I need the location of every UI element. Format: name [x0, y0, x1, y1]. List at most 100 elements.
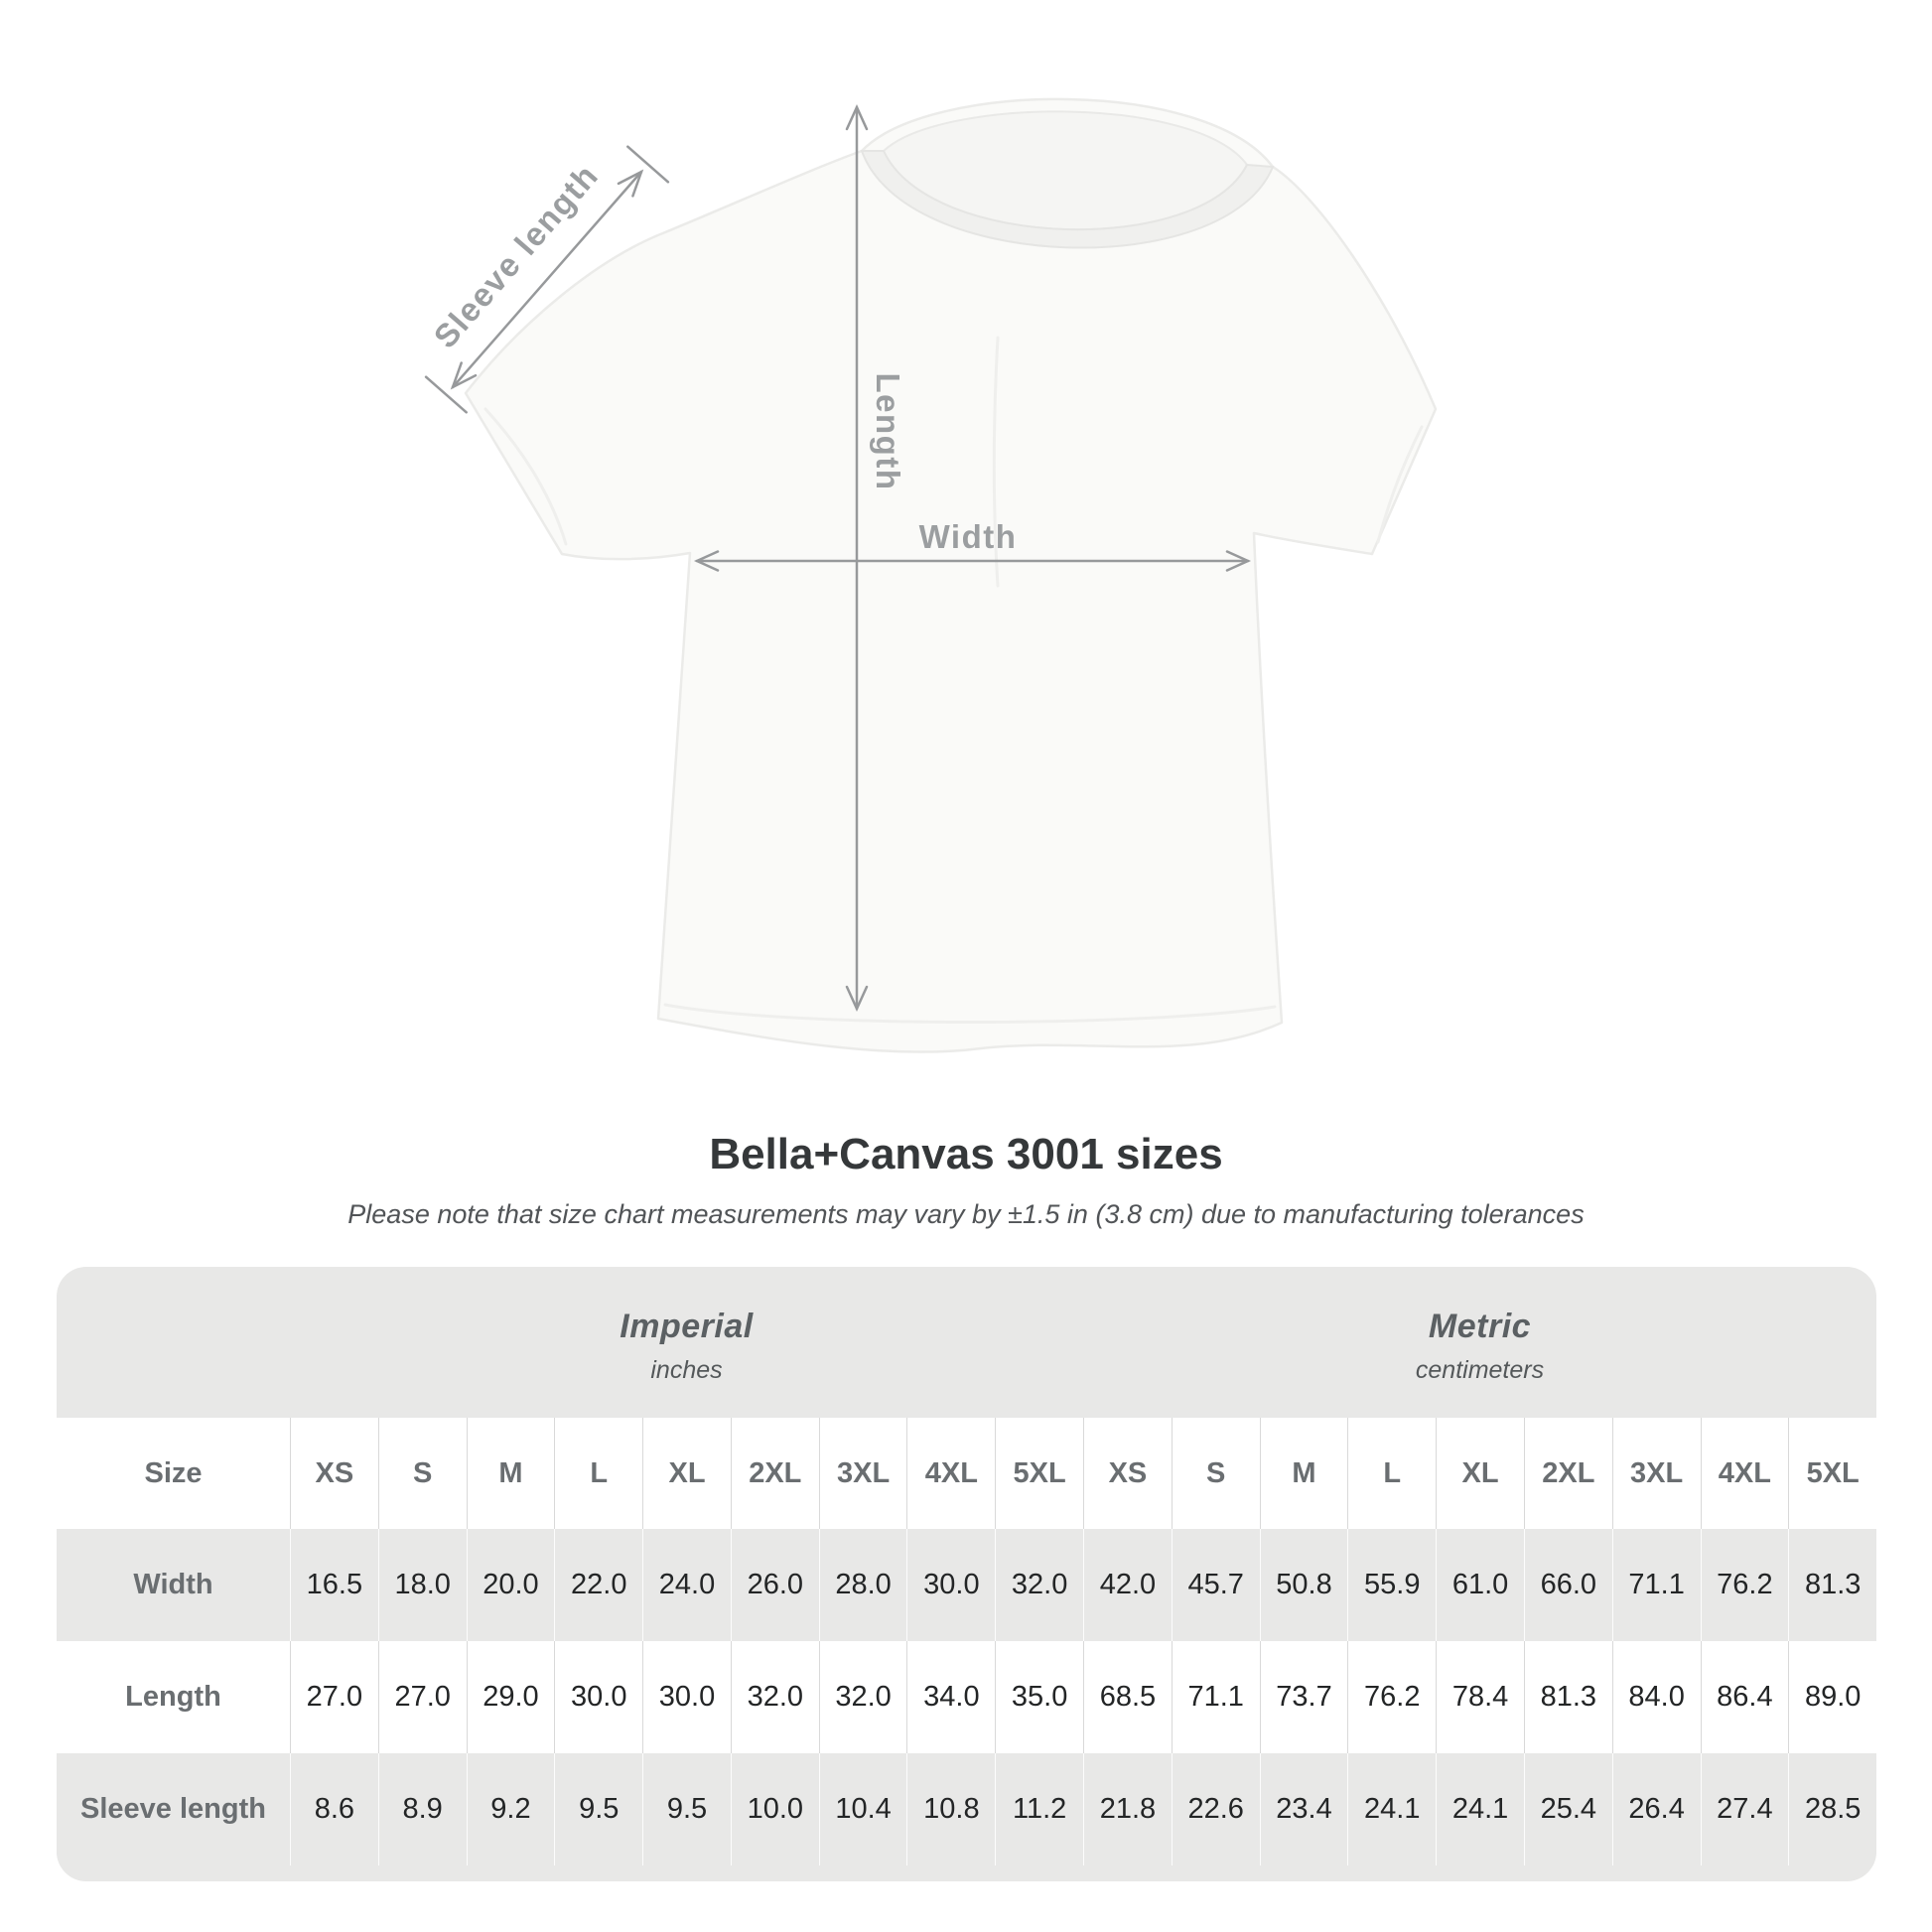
value-cell: 28.0 [818, 1529, 907, 1641]
value-cell: M [1259, 1418, 1348, 1529]
value-cell: 71.1 [1611, 1529, 1701, 1641]
value-cell: 4XL [906, 1418, 995, 1529]
value-cell: XL [642, 1418, 731, 1529]
row-label: Width [133, 1569, 213, 1600]
value-cell: 81.3 [1788, 1529, 1876, 1641]
value-cell: 61.0 [1436, 1529, 1524, 1641]
hem-fold [663, 1003, 1277, 1024]
size-chart-table: Imperial inches Metric centimeters Size X… [57, 1267, 1876, 1881]
value-cell: 26.0 [730, 1529, 819, 1641]
unit-name: Metric [1428, 1308, 1532, 1345]
unit-group-metric: Metric centimeters [1083, 1267, 1876, 1418]
width-label: Width [919, 518, 1018, 555]
table-row: Width 16.5 18.0 20.0 22.0 24.0 26.0 28.0 30.0 32.… [57, 1529, 1876, 1641]
value-cell: 25.4 [1523, 1753, 1612, 1865]
value-cell: 26.4 [1611, 1753, 1701, 1865]
unit-name: Imperial [620, 1308, 754, 1345]
value-cell: 5XL [995, 1418, 1083, 1529]
value-cell: 22.6 [1171, 1753, 1260, 1865]
value-cell: 23.4 [1259, 1753, 1348, 1865]
tshirt-shape [464, 97, 1438, 1053]
length-arrow [845, 103, 869, 1013]
value-cell: 29.0 [466, 1641, 555, 1753]
size-grid: Size XS S M L XL 2XL 3XL 4XL 5XL XS S M L XL 2XL 3XL 4XL 5… [57, 1418, 1876, 1865]
value-cell: 86.4 [1700, 1641, 1789, 1753]
value-cell: 9.2 [466, 1753, 555, 1865]
unit-subtitle: inches [650, 1356, 723, 1384]
value-cell: 4XL [1700, 1418, 1789, 1529]
value-cell: S [377, 1418, 467, 1529]
cuff-fold-right [1376, 425, 1424, 544]
value-cell: 35.0 [995, 1641, 1083, 1753]
table-row: Sleeve length 8.6 8.9 9.2 9.5 9.5 10.0 10.4 10.8… [57, 1753, 1876, 1865]
value-cell: 16.5 [290, 1529, 378, 1641]
value-cell: 32.0 [995, 1529, 1083, 1641]
value-cell: 24.1 [1347, 1753, 1436, 1865]
unit-group-imperial: Imperial inches [290, 1267, 1083, 1418]
value-cell: 9.5 [642, 1753, 731, 1865]
value-cell: 24.1 [1436, 1753, 1524, 1865]
row-label: Sleeve length [80, 1793, 266, 1825]
unit-subtitle: centimeters [1415, 1356, 1545, 1384]
value-cell: 32.0 [818, 1641, 907, 1753]
value-cell: 76.2 [1700, 1529, 1789, 1641]
value-cell: S [1171, 1418, 1260, 1529]
value-cell: 10.4 [818, 1753, 907, 1865]
table-row: Length 27.0 27.0 29.0 30.0 30.0 32.0 32.0 34.0 35… [57, 1641, 1876, 1753]
body-crease [992, 336, 1000, 588]
value-cell: 68.5 [1083, 1641, 1172, 1753]
value-cell: 22.0 [554, 1529, 642, 1641]
tolerance-note: Please note that size chart measurements… [347, 1199, 1585, 1229]
table-row: Size XS S M L XL 2XL 3XL 4XL 5XL XS S M L XL 2XL 3XL 4XL 5… [57, 1418, 1876, 1529]
shirt-illustration: Sleeve length Length Width [424, 97, 1438, 1053]
value-cell: 11.2 [995, 1753, 1083, 1865]
value-cell: 8.9 [377, 1753, 467, 1865]
value-cell: XS [1083, 1418, 1172, 1529]
value-cell: 81.3 [1523, 1641, 1612, 1753]
value-cell: 27.0 [290, 1641, 378, 1753]
value-cell: 45.7 [1171, 1529, 1260, 1641]
cuff-fold-left [483, 407, 568, 546]
value-cell: 32.0 [730, 1641, 819, 1753]
value-cell: 27.0 [377, 1641, 467, 1753]
units-row-spacer [57, 1267, 290, 1418]
value-cell: 30.0 [906, 1529, 995, 1641]
collar [860, 150, 1275, 249]
length-label: Length [870, 373, 906, 491]
value-cell: 30.0 [642, 1641, 731, 1753]
value-cell: 76.2 [1347, 1641, 1436, 1753]
value-cell: 21.8 [1083, 1753, 1172, 1865]
value-cell: 3XL [1611, 1418, 1701, 1529]
value-cell: 66.0 [1523, 1529, 1612, 1641]
value-cell: 50.8 [1259, 1529, 1348, 1641]
value-cell: 10.0 [730, 1753, 819, 1865]
value-cell: 28.5 [1788, 1753, 1876, 1865]
value-cell: 73.7 [1259, 1641, 1348, 1753]
value-cell: 3XL [818, 1418, 907, 1529]
value-cell: 5XL [1788, 1418, 1876, 1529]
value-cell: 71.1 [1171, 1641, 1260, 1753]
value-cell: 78.4 [1436, 1641, 1524, 1753]
value-cell: XL [1436, 1418, 1524, 1529]
value-cell: 42.0 [1083, 1529, 1172, 1641]
value-cell: M [466, 1418, 555, 1529]
value-cell: 2XL [730, 1418, 819, 1529]
value-cell: L [1347, 1418, 1436, 1529]
value-cell: 30.0 [554, 1641, 642, 1753]
width-arrow [693, 550, 1252, 572]
value-cell: 84.0 [1611, 1641, 1701, 1753]
value-cell: 24.0 [642, 1529, 731, 1641]
units-header-row: Imperial inches Metric centimeters [57, 1267, 1876, 1418]
value-cell: XS [290, 1418, 378, 1529]
value-cell: 55.9 [1347, 1529, 1436, 1641]
value-cell: L [554, 1418, 642, 1529]
value-cell: 10.8 [906, 1753, 995, 1865]
value-cell: 2XL [1523, 1418, 1612, 1529]
value-cell: 9.5 [554, 1753, 642, 1865]
value-cell: 18.0 [377, 1529, 467, 1641]
size-column-header: Size [144, 1456, 203, 1489]
sleeve-length-arrow [424, 145, 670, 414]
row-label: Length [125, 1681, 221, 1713]
tshirt-measurement-diagram: Sleeve length Length Width [424, 97, 1438, 1053]
value-cell: 20.0 [466, 1529, 555, 1641]
